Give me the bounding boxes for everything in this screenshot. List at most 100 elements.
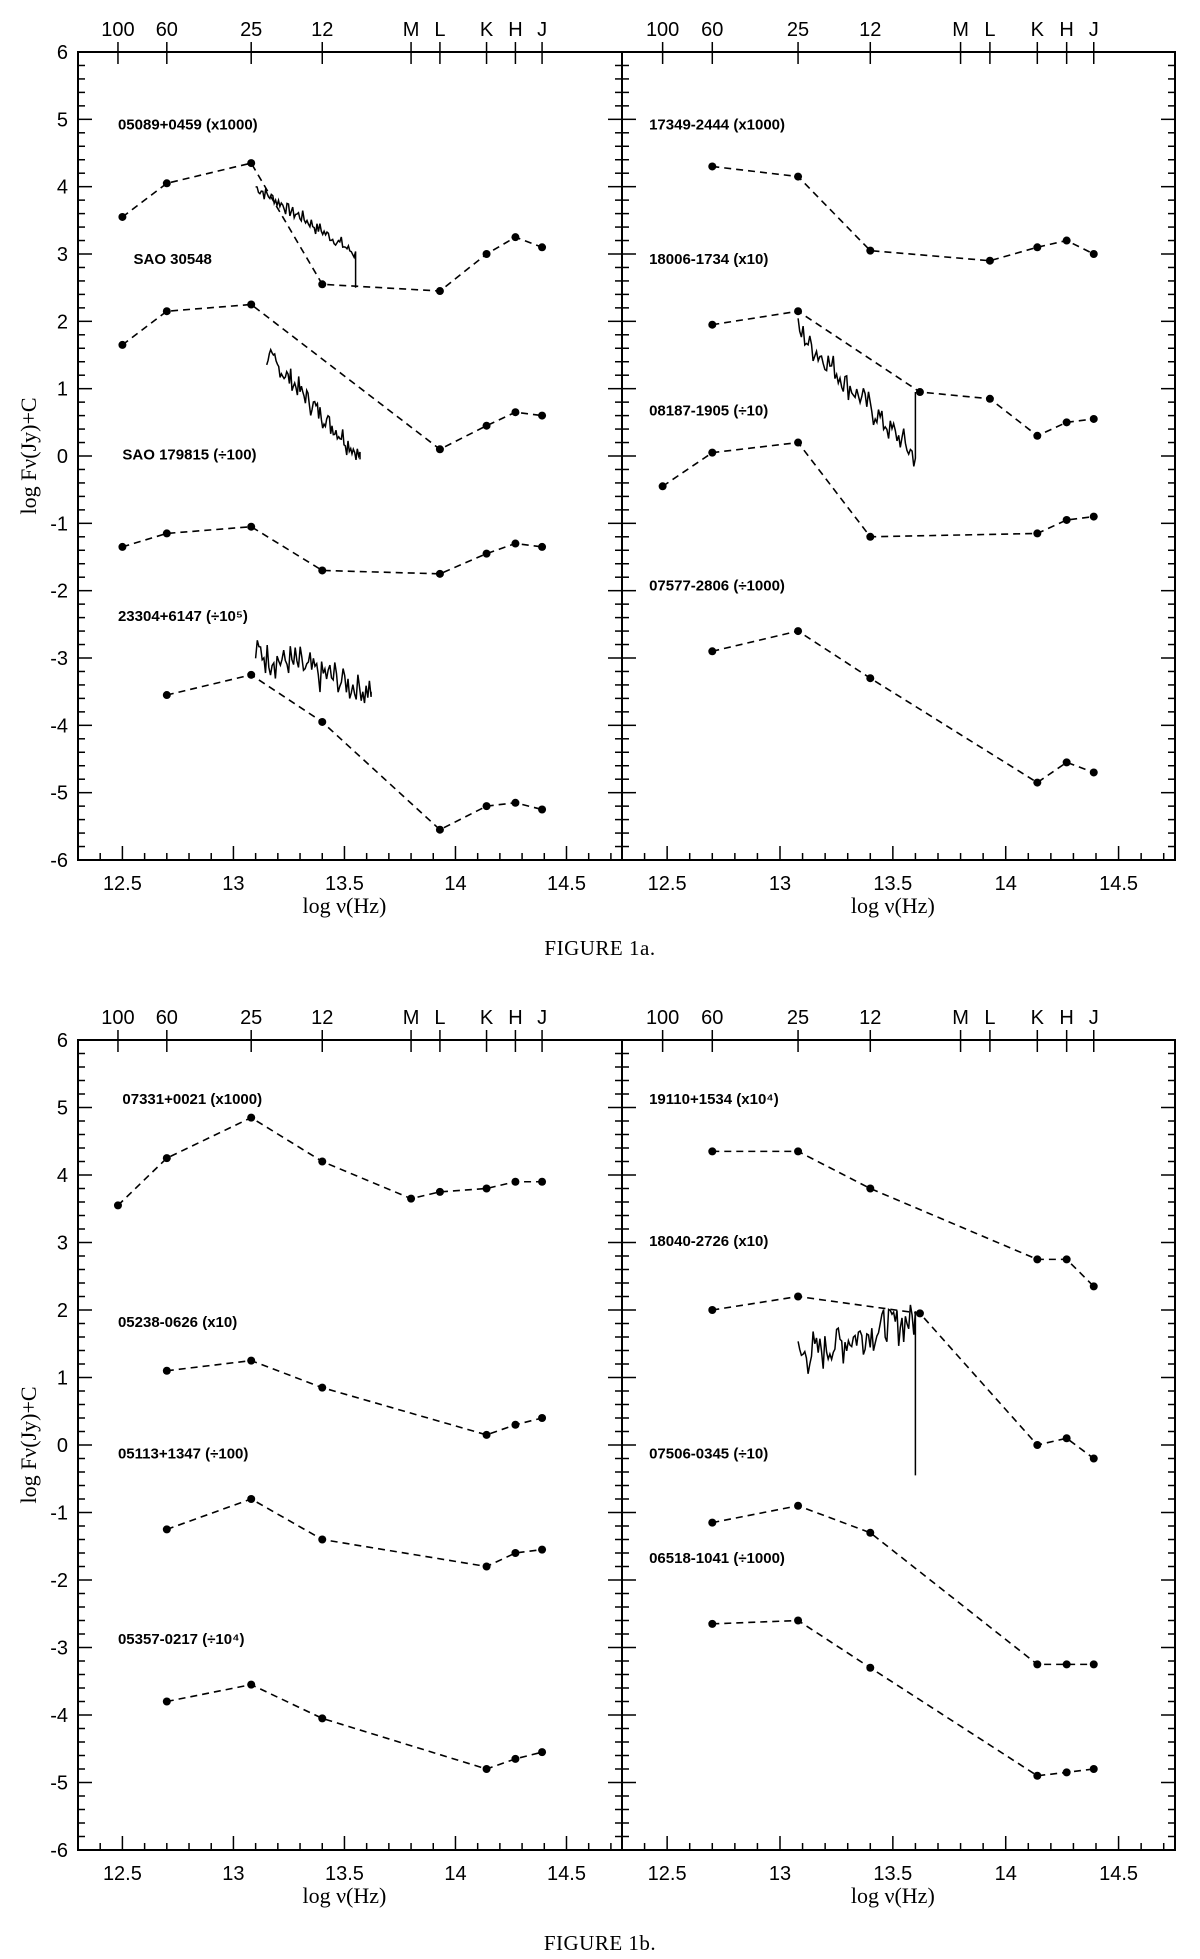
series-sed-line bbox=[117, 1116, 543, 1206]
y-tick-label: -6 bbox=[50, 850, 68, 872]
series-label: 17349-2444 (x1000) bbox=[649, 116, 785, 133]
data-point bbox=[866, 1663, 875, 1672]
data-point bbox=[162, 179, 171, 188]
series-sed-line bbox=[121, 162, 543, 292]
y-tick-label: -3 bbox=[50, 1638, 68, 1660]
data-point bbox=[247, 670, 256, 679]
data-point bbox=[482, 1562, 491, 1571]
series-label: 05113+1347 (÷100) bbox=[118, 1446, 248, 1463]
series-label: 05357-0217 (÷10⁴) bbox=[118, 1631, 245, 1648]
data-point bbox=[1062, 1434, 1071, 1443]
series-4: 23304+6147 (÷10⁵) bbox=[118, 608, 547, 834]
data-point bbox=[1062, 758, 1071, 767]
data-point bbox=[407, 1194, 416, 1203]
data-point bbox=[118, 542, 127, 551]
data-point bbox=[247, 1680, 256, 1689]
data-point bbox=[435, 445, 444, 454]
data-point bbox=[318, 280, 327, 289]
x-tick-label: 14 bbox=[995, 873, 1017, 895]
data-point bbox=[708, 647, 717, 656]
y-tick-label: 4 bbox=[57, 177, 68, 199]
x-tick-label: 14.5 bbox=[547, 1863, 586, 1885]
data-point bbox=[538, 542, 547, 551]
x-axis-label: log ν(Hz) bbox=[303, 1883, 387, 1908]
series-4: 07577-2806 (÷1000) bbox=[649, 578, 1098, 787]
data-point bbox=[1033, 529, 1042, 538]
data-point bbox=[985, 256, 994, 265]
band-label: 100 bbox=[646, 1007, 679, 1029]
data-point bbox=[511, 1754, 520, 1763]
series-label: 19110+1534 (x10⁴) bbox=[649, 1091, 779, 1108]
data-point bbox=[247, 522, 256, 531]
y-tick-label: 5 bbox=[57, 1098, 68, 1120]
data-point bbox=[318, 1383, 327, 1392]
band-label: 25 bbox=[787, 19, 809, 41]
series-4: 05357-0217 (÷10⁴) bbox=[118, 1631, 547, 1773]
data-point bbox=[1033, 1255, 1042, 1264]
data-point bbox=[511, 233, 520, 242]
y-tick-label: -4 bbox=[50, 715, 68, 737]
data-point bbox=[162, 1525, 171, 1534]
band-label: M bbox=[952, 19, 969, 41]
band-label: 60 bbox=[156, 19, 178, 41]
y-tick-label: 3 bbox=[57, 244, 68, 266]
y-tick-label: 2 bbox=[57, 1300, 68, 1322]
band-label: H bbox=[508, 19, 522, 41]
figure-1a-caption: FIGURE 1a. bbox=[544, 936, 655, 960]
band-label: 100 bbox=[646, 19, 679, 41]
data-point bbox=[708, 320, 717, 329]
x-tick-label: 12.5 bbox=[648, 1863, 687, 1885]
y-tick-label: 6 bbox=[57, 42, 68, 64]
x-tick-label: 12.5 bbox=[103, 1863, 142, 1885]
data-point bbox=[794, 1147, 803, 1156]
x-axis-label: log ν(Hz) bbox=[303, 893, 387, 918]
series-label: 23304+6147 (÷10⁵) bbox=[118, 608, 248, 625]
data-point bbox=[1033, 431, 1042, 440]
data-point bbox=[866, 1528, 875, 1537]
data-point bbox=[482, 1430, 491, 1439]
data-point bbox=[511, 539, 520, 548]
iras-lrs-spectrum bbox=[797, 1304, 917, 1476]
band-label: K bbox=[480, 19, 494, 41]
data-point bbox=[794, 627, 803, 636]
data-point bbox=[1089, 1282, 1098, 1291]
band-label: J bbox=[537, 19, 547, 41]
data-point bbox=[318, 1157, 327, 1166]
series-label: 06518-1041 (÷1000) bbox=[649, 1550, 785, 1567]
data-point bbox=[162, 529, 171, 538]
band-label: H bbox=[1059, 1007, 1073, 1029]
series-label: 07577-2806 (÷1000) bbox=[649, 578, 785, 595]
x-tick-label: 13.5 bbox=[873, 1863, 912, 1885]
data-point bbox=[1033, 1441, 1042, 1449]
data-point bbox=[708, 1147, 717, 1156]
data-point bbox=[435, 287, 444, 296]
x-tick-label: 13 bbox=[769, 873, 791, 895]
band-label: 12 bbox=[859, 1007, 881, 1029]
data-point bbox=[247, 1113, 256, 1122]
series-3: 05113+1347 (÷100) bbox=[118, 1446, 547, 1571]
data-point bbox=[1089, 512, 1098, 521]
data-point bbox=[1089, 1454, 1098, 1463]
data-point bbox=[482, 549, 491, 558]
band-label: 100 bbox=[101, 19, 134, 41]
data-point bbox=[794, 438, 803, 447]
x-tick-label: 13 bbox=[769, 1863, 791, 1885]
band-label: K bbox=[1031, 1007, 1045, 1029]
data-point bbox=[162, 1697, 171, 1706]
y-tick-label: 3 bbox=[57, 1233, 68, 1255]
iras-lrs-spectrum bbox=[254, 640, 372, 704]
band-label: 12 bbox=[859, 19, 881, 41]
series-sed-line bbox=[712, 1295, 1095, 1460]
data-point bbox=[915, 388, 924, 397]
data-point bbox=[511, 798, 520, 807]
band-label: 25 bbox=[787, 1007, 809, 1029]
panel-1b-right: 12.5 13 13.5 14 14.5 log ν(Hz) 100 60 25 12 M L K H J 1… bbox=[621, 1007, 1176, 1908]
series-sed-line bbox=[166, 1498, 543, 1568]
band-label: L bbox=[984, 1007, 995, 1029]
y-tick-label: -2 bbox=[50, 581, 68, 603]
data-point bbox=[1089, 250, 1098, 258]
data-point bbox=[247, 300, 256, 309]
data-point bbox=[1033, 778, 1042, 787]
data-point bbox=[1033, 243, 1042, 252]
